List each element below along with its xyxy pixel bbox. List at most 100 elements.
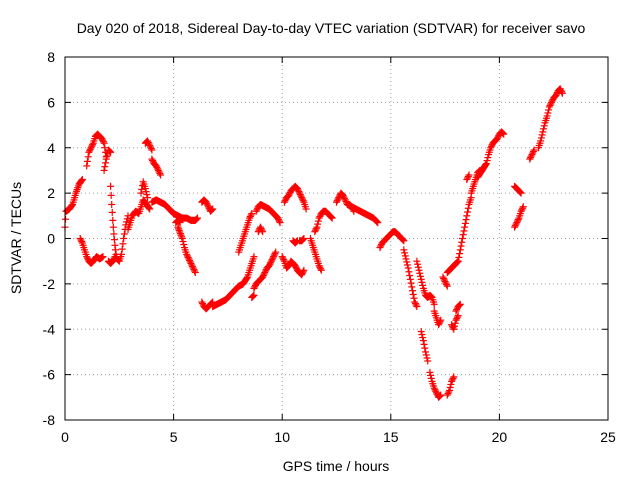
data-point xyxy=(456,250,464,258)
data-point xyxy=(253,206,261,214)
data-point xyxy=(373,218,381,226)
data-point xyxy=(327,213,335,221)
data-point xyxy=(413,257,421,265)
data-point xyxy=(409,290,417,298)
data-point xyxy=(436,318,444,326)
data-point xyxy=(464,174,472,182)
data-point xyxy=(460,227,468,235)
grid-lines xyxy=(65,57,608,420)
data-point xyxy=(204,201,212,209)
data-point xyxy=(156,169,164,177)
data-point xyxy=(453,259,461,267)
data-point xyxy=(83,254,91,262)
data-point xyxy=(500,130,508,138)
data-point xyxy=(258,226,266,234)
data-point xyxy=(414,260,422,268)
data-point xyxy=(204,203,212,211)
data-point xyxy=(271,250,279,258)
data-point xyxy=(105,147,113,155)
data-point xyxy=(404,264,412,272)
axis-ticks: 0 5 10 15 20 25 -8 -6 -4 -2 0 2 4 6 8 xyxy=(43,49,616,445)
data-point xyxy=(176,230,184,238)
data-point xyxy=(513,219,521,227)
data-point xyxy=(267,259,275,267)
data-point xyxy=(198,298,206,306)
data-point xyxy=(192,216,200,224)
data-point xyxy=(83,162,91,170)
data-point xyxy=(152,162,160,170)
data-point xyxy=(464,172,472,180)
data-point xyxy=(483,157,491,165)
data-point xyxy=(519,204,527,212)
data-point xyxy=(87,144,95,152)
y-tick-label: -6 xyxy=(43,367,56,383)
data-point xyxy=(103,152,111,160)
data-point xyxy=(432,387,440,395)
data-point xyxy=(316,213,324,221)
y-tick-label: -4 xyxy=(43,321,56,337)
data-point xyxy=(100,166,108,174)
x-axis-label: GPS time / hours xyxy=(283,458,390,474)
data-point xyxy=(376,244,384,252)
data-point xyxy=(349,206,357,214)
data-point xyxy=(514,217,521,225)
data-point xyxy=(193,215,201,223)
data-point xyxy=(456,301,464,309)
data-point xyxy=(144,137,152,145)
data-point xyxy=(446,383,454,391)
data-point xyxy=(435,321,443,329)
data-point xyxy=(177,231,185,239)
data-point xyxy=(299,197,307,205)
data-point xyxy=(453,315,461,323)
data-point xyxy=(107,182,115,190)
data-point xyxy=(529,148,537,156)
data-point xyxy=(417,275,425,283)
data-point xyxy=(377,242,385,250)
data-point xyxy=(111,253,119,261)
data-point xyxy=(440,276,448,284)
data-point xyxy=(137,189,145,197)
data-point xyxy=(142,188,150,196)
data-point xyxy=(456,246,464,254)
data-point xyxy=(430,384,438,392)
data-point xyxy=(548,98,556,106)
data-point xyxy=(333,198,340,206)
data-point xyxy=(191,269,199,277)
data-point xyxy=(341,196,349,204)
data-point xyxy=(516,188,524,196)
data-point xyxy=(412,301,420,309)
data-point xyxy=(185,255,193,263)
data-point xyxy=(148,146,156,154)
data-point xyxy=(261,269,269,277)
data-point xyxy=(123,215,131,223)
data-point xyxy=(278,253,286,261)
data-point xyxy=(443,391,451,399)
data-point xyxy=(424,357,432,365)
y-tick-label: 4 xyxy=(47,140,55,156)
data-point xyxy=(409,287,417,295)
data-point xyxy=(101,163,109,171)
data-point xyxy=(482,161,490,169)
y-tick-label: 2 xyxy=(47,185,55,201)
y-tick-label: 8 xyxy=(47,49,55,65)
data-point xyxy=(453,306,461,314)
data-point xyxy=(464,204,472,212)
data-point xyxy=(268,256,276,264)
data-point xyxy=(457,242,465,250)
data-point xyxy=(545,103,553,111)
data-point xyxy=(459,231,467,239)
data-point xyxy=(435,393,443,401)
data-point xyxy=(78,176,86,184)
data-point xyxy=(259,272,267,280)
data-point xyxy=(419,281,427,289)
data-point xyxy=(511,223,519,231)
data-point xyxy=(208,206,216,214)
data-point xyxy=(440,275,448,283)
data-point xyxy=(482,160,490,168)
data-point xyxy=(416,272,424,280)
data-point xyxy=(537,137,545,145)
data-point xyxy=(458,235,466,242)
data-point xyxy=(298,271,306,279)
data-point xyxy=(175,217,183,225)
data-point xyxy=(243,274,251,282)
